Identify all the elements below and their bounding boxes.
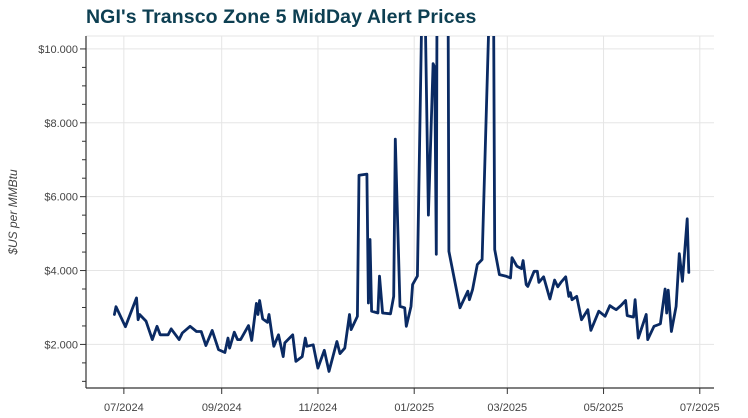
y-axis-label: $US per MMBtu bbox=[6, 169, 20, 256]
y-tick-label: $10.000 bbox=[38, 44, 78, 56]
grid bbox=[86, 35, 714, 388]
x-tick-label: 03/2025 bbox=[487, 402, 527, 414]
x-tick-label: 01/2025 bbox=[394, 402, 434, 414]
x-tick-label: 07/2025 bbox=[680, 402, 720, 414]
axes: $2.000 $4.000 $6.000 $8.000 $10.000 07/2024 09… bbox=[38, 36, 720, 414]
y-tick-label: $6.000 bbox=[44, 192, 78, 204]
y-tick-label: $8.000 bbox=[44, 118, 78, 130]
x-tick-label: 05/2025 bbox=[584, 402, 624, 414]
series-group bbox=[113, 36, 691, 373]
x-tick-label: 07/2024 bbox=[104, 402, 144, 414]
chart-title: NGI's Transco Zone 5 MidDay Alert Prices bbox=[86, 6, 477, 28]
x-tick-label: 11/2024 bbox=[298, 402, 337, 414]
y-tick-label: $2.000 bbox=[44, 339, 78, 351]
price-series-line bbox=[113, 36, 691, 373]
y-tick-label: $4.000 bbox=[44, 266, 78, 278]
x-tick-label: 09/2024 bbox=[202, 402, 242, 414]
